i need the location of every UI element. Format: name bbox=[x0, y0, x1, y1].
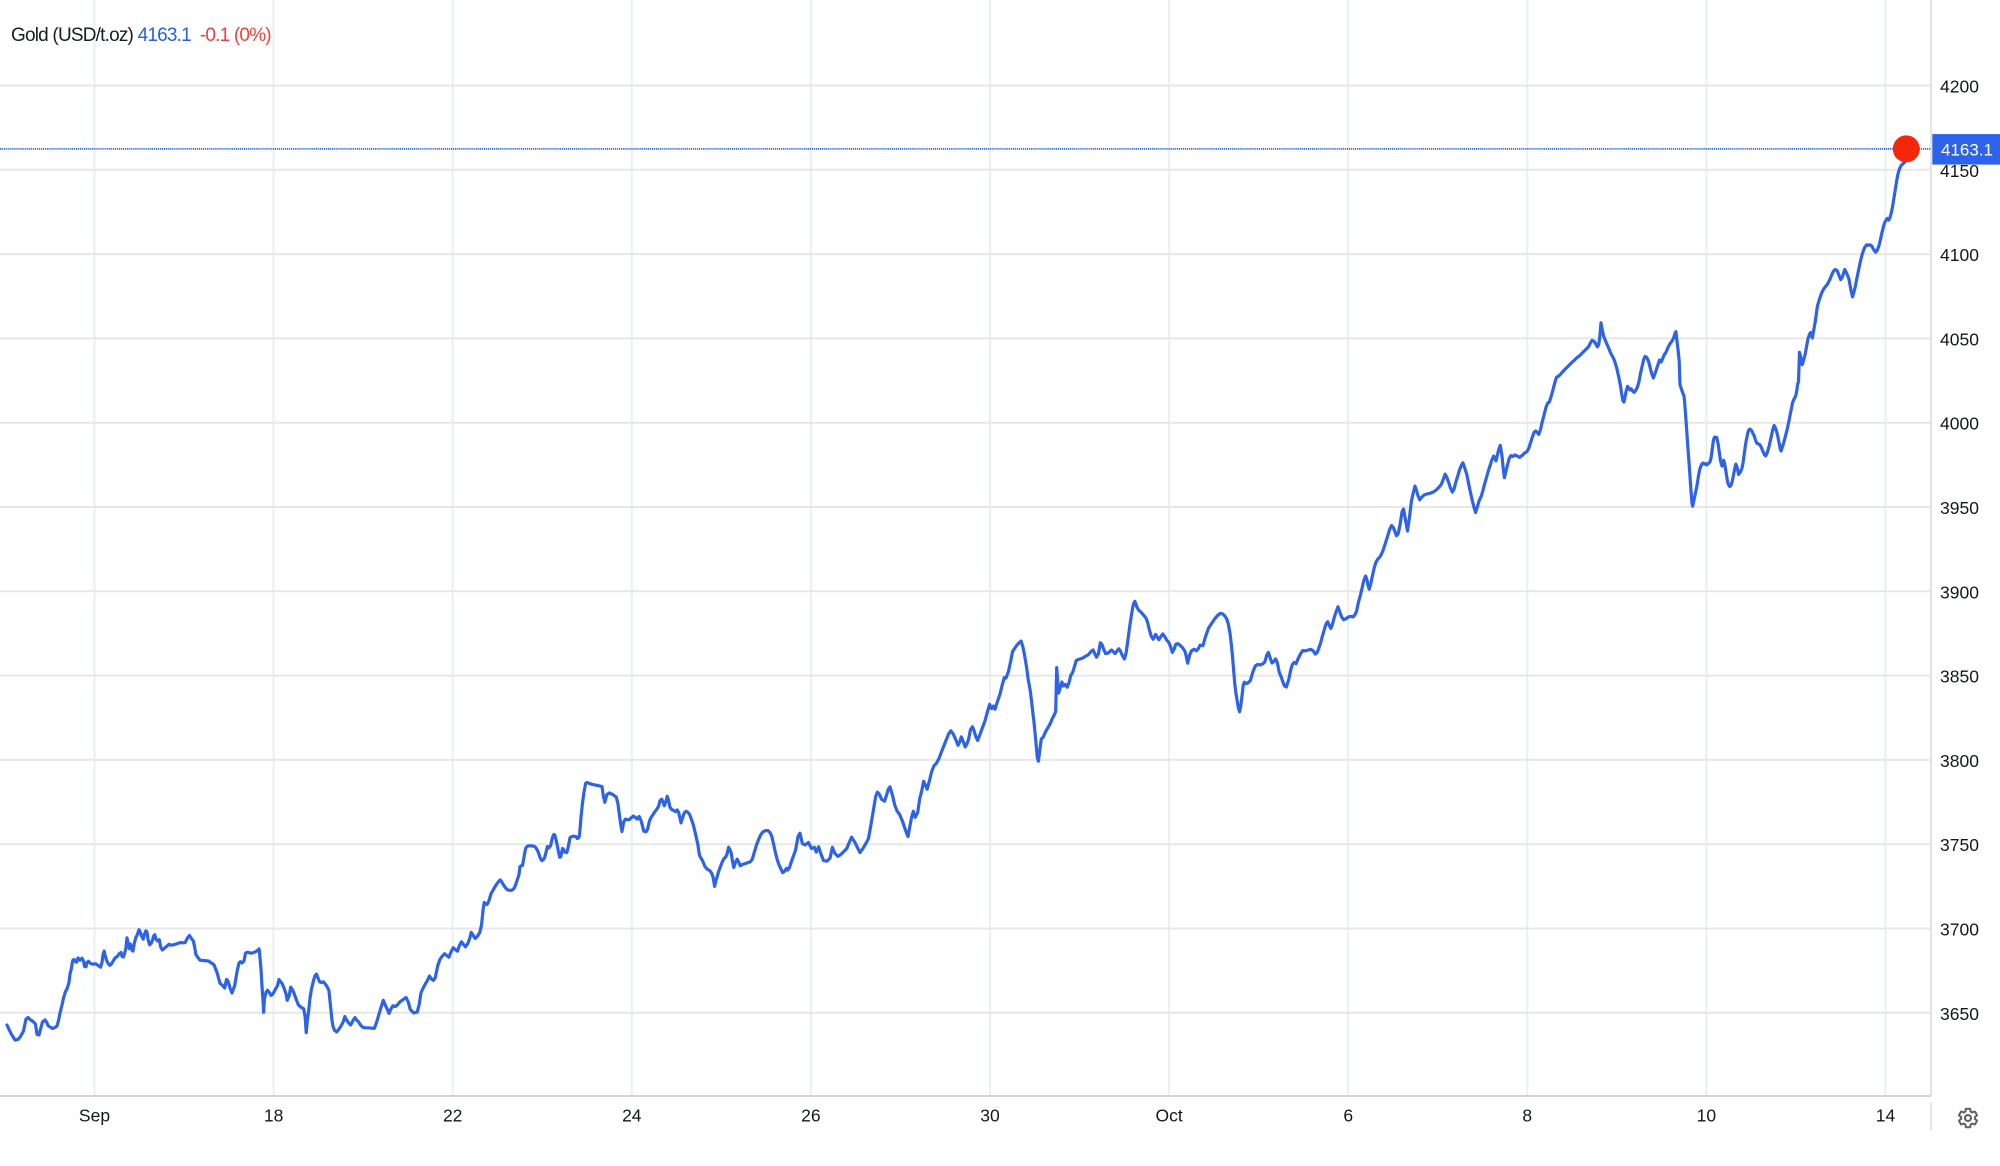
svg-text:3750: 3750 bbox=[1940, 835, 1979, 855]
svg-text:10: 10 bbox=[1697, 1106, 1717, 1126]
svg-text:4000: 4000 bbox=[1940, 414, 1979, 434]
svg-text:8: 8 bbox=[1522, 1106, 1532, 1126]
svg-text:4050: 4050 bbox=[1940, 329, 1979, 349]
svg-text:3650: 3650 bbox=[1940, 1004, 1979, 1024]
svg-text:22: 22 bbox=[443, 1106, 462, 1126]
svg-text:26: 26 bbox=[801, 1106, 820, 1126]
svg-text:3900: 3900 bbox=[1940, 582, 1979, 602]
svg-text:14: 14 bbox=[1876, 1106, 1896, 1126]
svg-text:3950: 3950 bbox=[1940, 498, 1979, 518]
svg-text:4200: 4200 bbox=[1940, 77, 1979, 97]
svg-text:30: 30 bbox=[980, 1106, 1000, 1126]
svg-text:Sep: Sep bbox=[79, 1106, 110, 1126]
svg-text:4163.1: 4163.1 bbox=[1941, 140, 1993, 159]
svg-text:18: 18 bbox=[264, 1106, 283, 1126]
svg-text:6: 6 bbox=[1343, 1106, 1353, 1126]
svg-text:3800: 3800 bbox=[1940, 751, 1979, 771]
svg-text:3700: 3700 bbox=[1940, 920, 1979, 940]
svg-text:24: 24 bbox=[622, 1106, 642, 1126]
svg-text:4100: 4100 bbox=[1940, 245, 1979, 265]
svg-text:3850: 3850 bbox=[1940, 667, 1979, 687]
svg-text:4150: 4150 bbox=[1940, 161, 1979, 181]
svg-text:Oct: Oct bbox=[1155, 1106, 1182, 1126]
